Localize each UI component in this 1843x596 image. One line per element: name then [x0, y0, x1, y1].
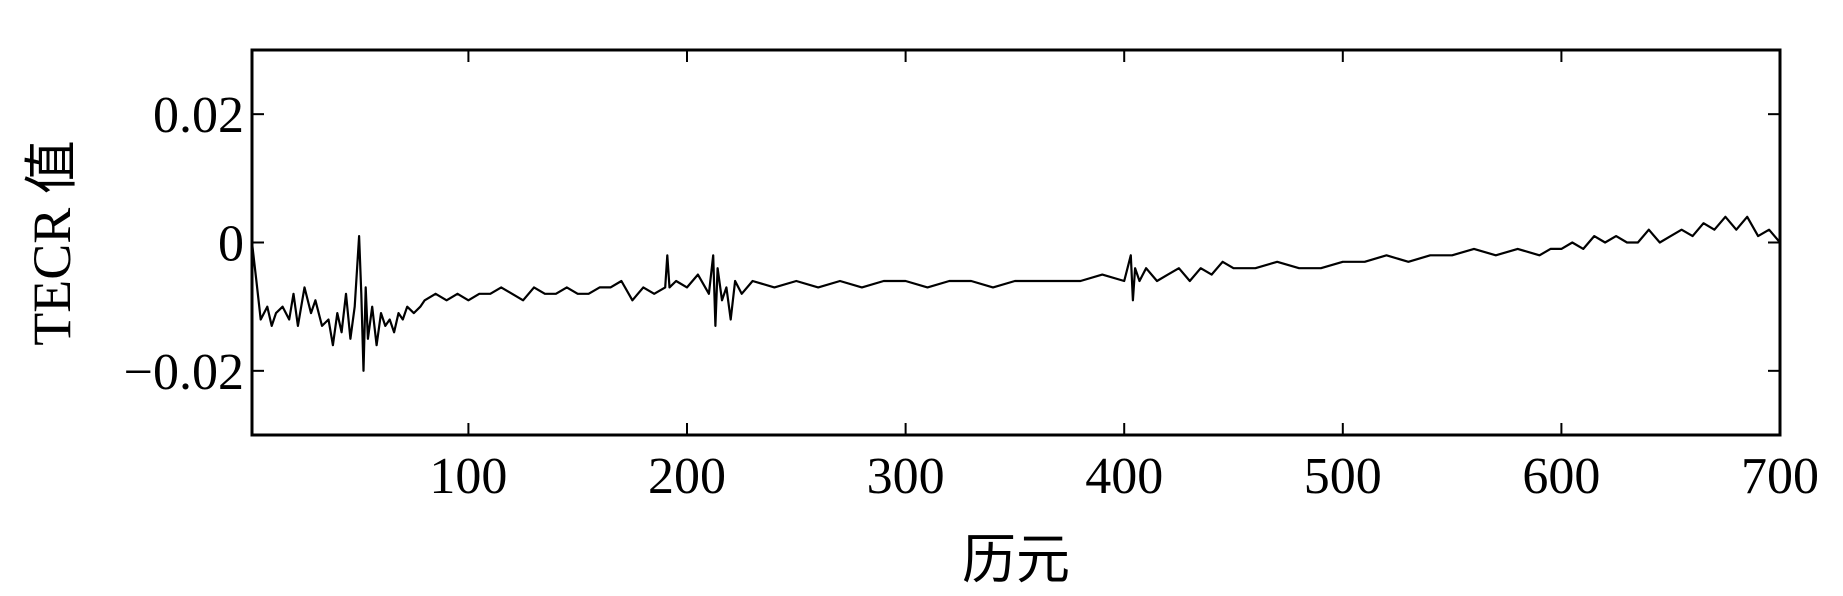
- x-tick-label: 100: [429, 448, 507, 505]
- x-tick-label: 700: [1741, 448, 1819, 505]
- plot-frame: [250, 48, 1782, 437]
- x-tick-label: 600: [1522, 448, 1600, 505]
- ticks-layer: 100 200 300 400 500 600 700 −0.02 0 0.02: [124, 50, 1819, 505]
- x-tick-label: 400: [1085, 448, 1163, 505]
- x-tick-label: 500: [1304, 448, 1382, 505]
- series-layer: [250, 215, 1781, 372]
- y-tick-label: −0.02: [124, 344, 244, 401]
- labels-layer: 历元 TECR 值: [22, 140, 1070, 590]
- x-axis-label: 历元: [962, 530, 1070, 590]
- series-line-0: [250, 215, 1781, 372]
- x-tick-label: 300: [867, 448, 945, 505]
- y-tick-label: 0.02: [153, 87, 244, 144]
- x-tick-label: 200: [648, 448, 726, 505]
- y-tick-label: 0: [218, 216, 244, 273]
- y-axis-label: TECR 值: [22, 140, 82, 346]
